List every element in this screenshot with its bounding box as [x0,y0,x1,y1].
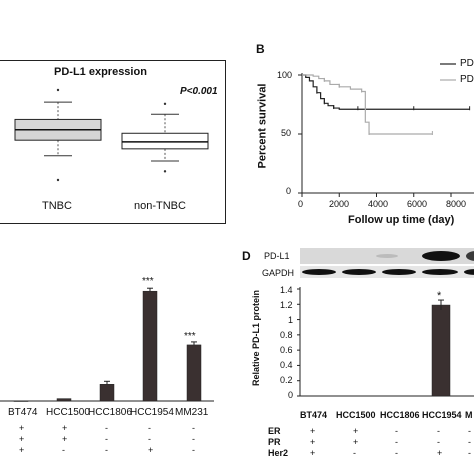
panel-d-cat-2: HCC1500 [336,410,376,420]
panel-d-ytick-0.8: 0.8 [280,330,293,340]
gapdh-band-2 [342,269,376,275]
panel-c-mark-r1-c1: + [19,423,25,433]
panel-d-ytick-1.4: 1.4 [280,285,293,295]
panel-c-cat-3: HCC1806 [88,407,132,418]
panel-b-xtick-8000: 8000 [446,199,467,209]
panel-d-row-label-pr: PR [268,437,281,447]
panel-d-mark-r3-c4: + [437,448,443,458]
panel-c-star-4: *** [142,276,154,287]
panel-d-mark-r3-c3: - [395,448,398,458]
panel-c-mark-r2-c1: + [19,434,25,444]
panel-b-legend-1: PD [460,58,474,69]
panel-c-bar-2 [56,398,72,402]
panel-d-ytick-0.4: 0.4 [280,360,293,370]
panel-d-mark-r2-c2: + [353,437,359,447]
panel-d-mark-r1-c2: + [353,426,359,436]
panel-d-ytick-0.2: 0.2 [280,375,293,385]
panel-d-mark-r1-c3: - [395,426,398,436]
panel-d-ytick-0.6: 0.6 [280,345,293,355]
panel-b-xtick-0: 0 [298,199,304,209]
gapdh-band-3 [382,269,416,275]
panel-d-blot-label-pdl1: PD-L1 [264,251,290,261]
panel-d-bar-4 [431,304,451,397]
panel-d-blot-label-gapdh: GAPDH [262,268,295,278]
western-blot-gapdh [300,266,474,278]
panel-c-mark-r3-c4: + [148,445,154,455]
panel-d-mark-r2-c5: - [468,437,471,447]
panel-d-ytick-0: 0 [288,390,294,400]
panel-d-mark-r2-c3: - [395,437,398,447]
pdl1-band-m [466,251,474,261]
panel-b-xtick-4000: 4000 [368,199,389,209]
panel-c-mark-r2-c5: - [192,434,195,444]
panel-c-cat-1: BT474 [8,407,38,418]
panel-d-mark-r1-c4: - [437,426,440,436]
panel-d-mark-r3-c1: + [310,448,316,458]
panel-a-frame [0,60,226,224]
gapdh-band-5 [464,269,474,275]
panel-d-cat-1: BT474 [300,410,328,420]
panel-d-row-label-er: ER [268,426,281,436]
panel-d-mark-r1-c5: - [468,426,471,436]
panel-c-mark-r2-c3: - [105,434,108,444]
outlier-low-1 [56,178,60,182]
panel-c-mark-r3-c3: - [105,445,108,455]
pdl1-band-hcc1806 [376,254,398,258]
panel-b-letter: B [256,42,265,56]
panel-c-mark-r3-c2: - [62,445,65,455]
panel-d-cat-4: HCC1954 [422,410,462,420]
panel-c-cat-2: HCC1500 [46,407,90,418]
panel-d-mark-r3-c2: - [353,448,356,458]
panel-c-star-5: *** [184,331,196,342]
panel-c-mark-r3-c1: + [19,445,25,455]
panel-c-cat-5: MM231 [175,407,209,418]
panel-a-title: PD-L1 expression [54,66,147,78]
panel-d-letter: D [242,249,251,263]
panel-b-xtick-2000: 2000 [329,199,350,209]
panel-d-mark-r3-c5: - [468,448,471,458]
panel-a-group-label-2: non-TNBC [134,200,186,212]
box-2 [121,132,209,150]
panel-a-group-label-1: TNBC [42,200,72,212]
panel-d-ytick-1: 1 [288,315,294,325]
panel-c-mark-r1-c4: - [148,423,151,433]
panel-d-star-4: * [437,290,442,302]
panel-d-ytick-1.2: 1.2 [280,300,293,310]
panel-c-mark-r1-c5: - [192,423,195,433]
outlier-high-1 [56,88,60,92]
panel-c-mark-r1-c2: + [62,423,68,433]
gapdh-band-4 [422,269,458,275]
panel-c-mark-r3-c5: - [192,445,195,455]
panel-c-cat-4: HCC1954 [130,407,174,418]
panel-b-ytick-100: 100 [277,70,293,80]
outlier-high-2 [163,102,167,106]
western-blot-pdl1 [300,248,474,264]
panel-d-mark-r2-c4: - [437,437,440,447]
panel-b-legend-2: PD [460,74,474,85]
panel-c-mark-r1-c3: - [105,423,108,433]
panel-d-mark-r2-c1: + [310,437,316,447]
panel-c-mark-r2-c2: + [62,434,68,444]
panel-a-pvalue: P<0.001 [180,86,218,97]
panel-b-ytick-0: 0 [286,186,292,196]
panel-d-mark-r1-c1: + [310,426,316,436]
panel-b-xlabel: Follow up time (day) [348,214,455,226]
panel-c-bar-1 [13,400,29,402]
panel-b-xtick-6000: 6000 [407,199,428,209]
pdl1-band-hcc1954 [422,251,460,261]
panel-d-cat-5: M [465,410,473,420]
outlier-low-2 [163,170,167,173]
panel-d-cat-3: HCC1806 [380,410,420,420]
panel-c-mark-r2-c4: - [148,434,151,444]
panel-b-ytick-50: 50 [281,128,292,138]
panel-d-row-label-her2: Her2 [268,448,289,458]
gapdh-band-1 [302,269,336,275]
